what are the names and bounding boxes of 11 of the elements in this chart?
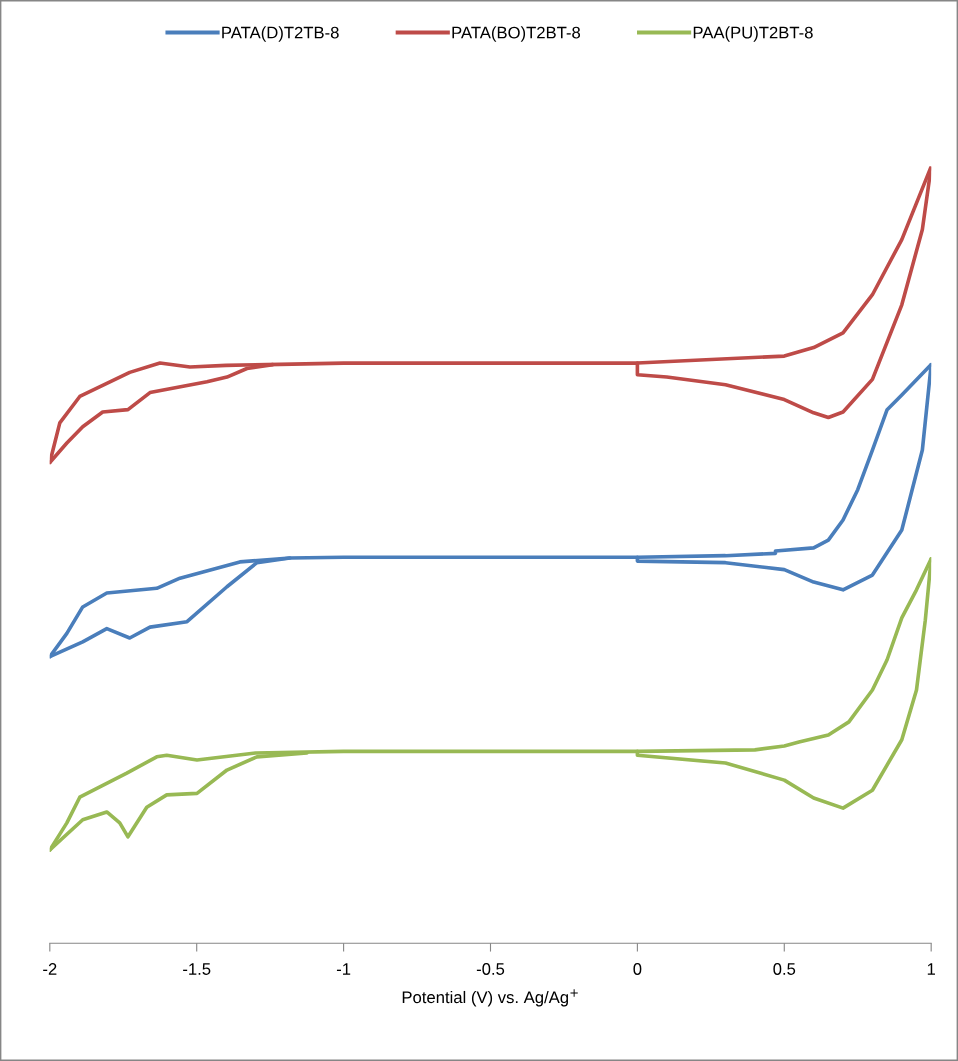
x-tick-label: 1 (927, 963, 935, 975)
x-tick-label: 0 (633, 963, 642, 975)
legend-label: PAA(PU)T2BT-8 (693, 26, 813, 42)
x-tick-label: 0.5 (773, 963, 796, 975)
x-tick-label: -1 (336, 963, 351, 975)
legend-label: PATA(BO)T2BT-8 (452, 26, 581, 42)
x-axis-title: Potential (V) vs. Ag/Ag$^{+}$ (402, 989, 578, 1007)
x-tick-label: -0.5 (476, 963, 505, 975)
x-tick-label: -1.5 (183, 963, 211, 975)
x-tick-label: -2 (43, 963, 57, 975)
legend-label: PATA(D)T2TB-8 (222, 26, 339, 42)
